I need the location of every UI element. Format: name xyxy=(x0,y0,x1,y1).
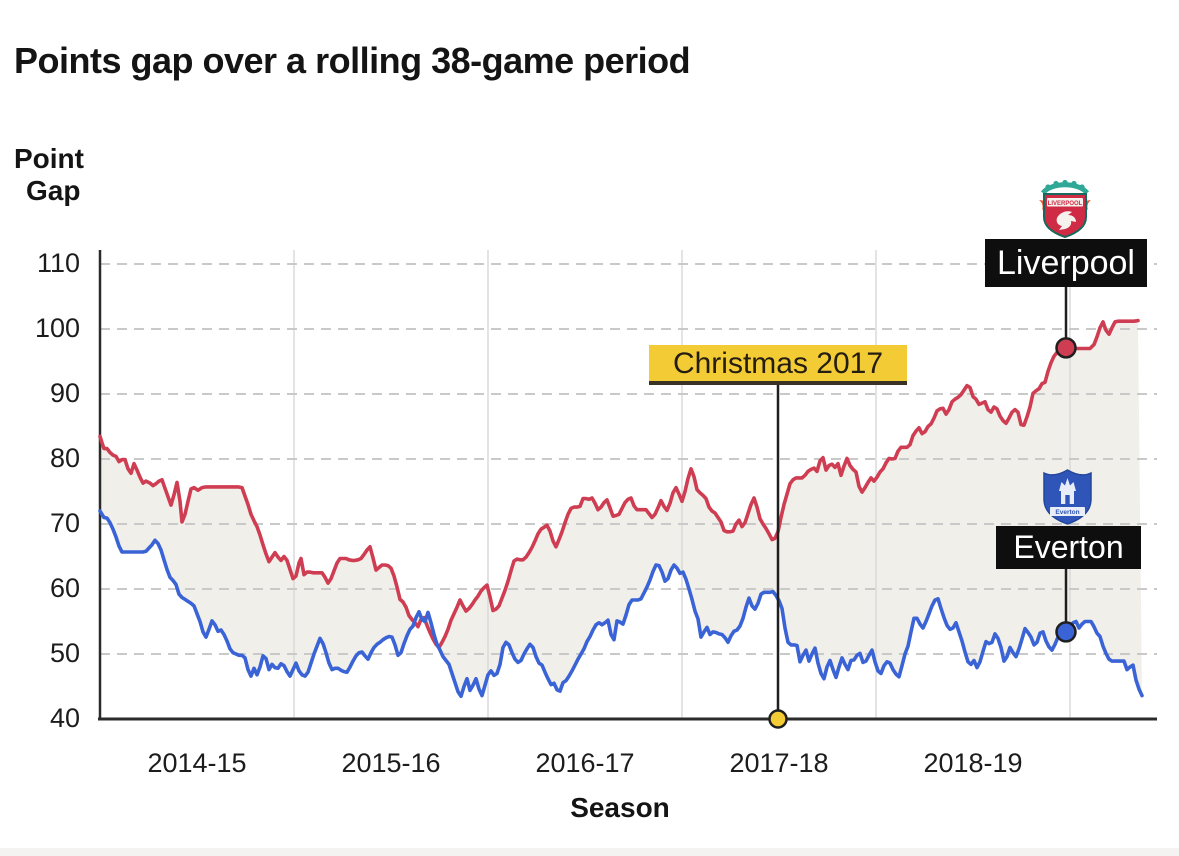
y-tick-label: 60 xyxy=(49,573,80,603)
y-axis-title-line2: Gap xyxy=(26,175,81,207)
x-tick-label: 2015-16 xyxy=(341,748,441,778)
liverpool-marker-dot xyxy=(1055,337,1077,359)
y-axis-title-line1: Point xyxy=(14,143,84,174)
svg-text:LIVERPOOL: LIVERPOOL xyxy=(1048,201,1083,207)
x-tick-label: 2018-19 xyxy=(923,748,1023,778)
page-title: Points gap over a rolling 38-game period xyxy=(14,40,691,81)
y-tick-label: 80 xyxy=(49,443,80,473)
y-tick-label: 100 xyxy=(34,313,80,343)
bottom-strip xyxy=(0,848,1179,856)
liverpool-label: Liverpool xyxy=(985,239,1147,287)
everton-label: Everton xyxy=(996,526,1141,569)
x-tick-label: 2016-17 xyxy=(535,748,635,778)
x-tick-label: 2014-15 xyxy=(147,748,247,778)
everton-crest-icon: Everton xyxy=(1043,469,1092,525)
christmas-2017-annotation: Christmas 2017 xyxy=(649,345,907,385)
y-tick-label: 110 xyxy=(36,248,80,278)
everton-marker-dot xyxy=(1055,621,1077,643)
y-tick-label: 90 xyxy=(49,378,80,408)
liverpool-crest-icon: LIVERPOOL xyxy=(1039,179,1091,239)
svg-text:Everton: Everton xyxy=(1055,509,1079,516)
y-axis-title: Point Gap xyxy=(14,143,84,208)
y-tick-label: 70 xyxy=(49,508,80,538)
x-tick-label: 2017-18 xyxy=(729,748,829,778)
x-axis-title: Season xyxy=(570,792,670,823)
christmas-marker-dot xyxy=(768,709,788,729)
y-tick-label: 40 xyxy=(49,703,80,733)
y-tick-label: 50 xyxy=(49,638,80,668)
